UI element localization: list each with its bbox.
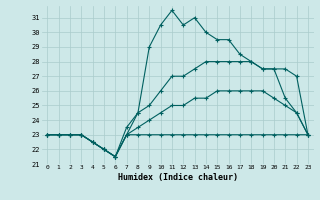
- X-axis label: Humidex (Indice chaleur): Humidex (Indice chaleur): [118, 173, 237, 182]
